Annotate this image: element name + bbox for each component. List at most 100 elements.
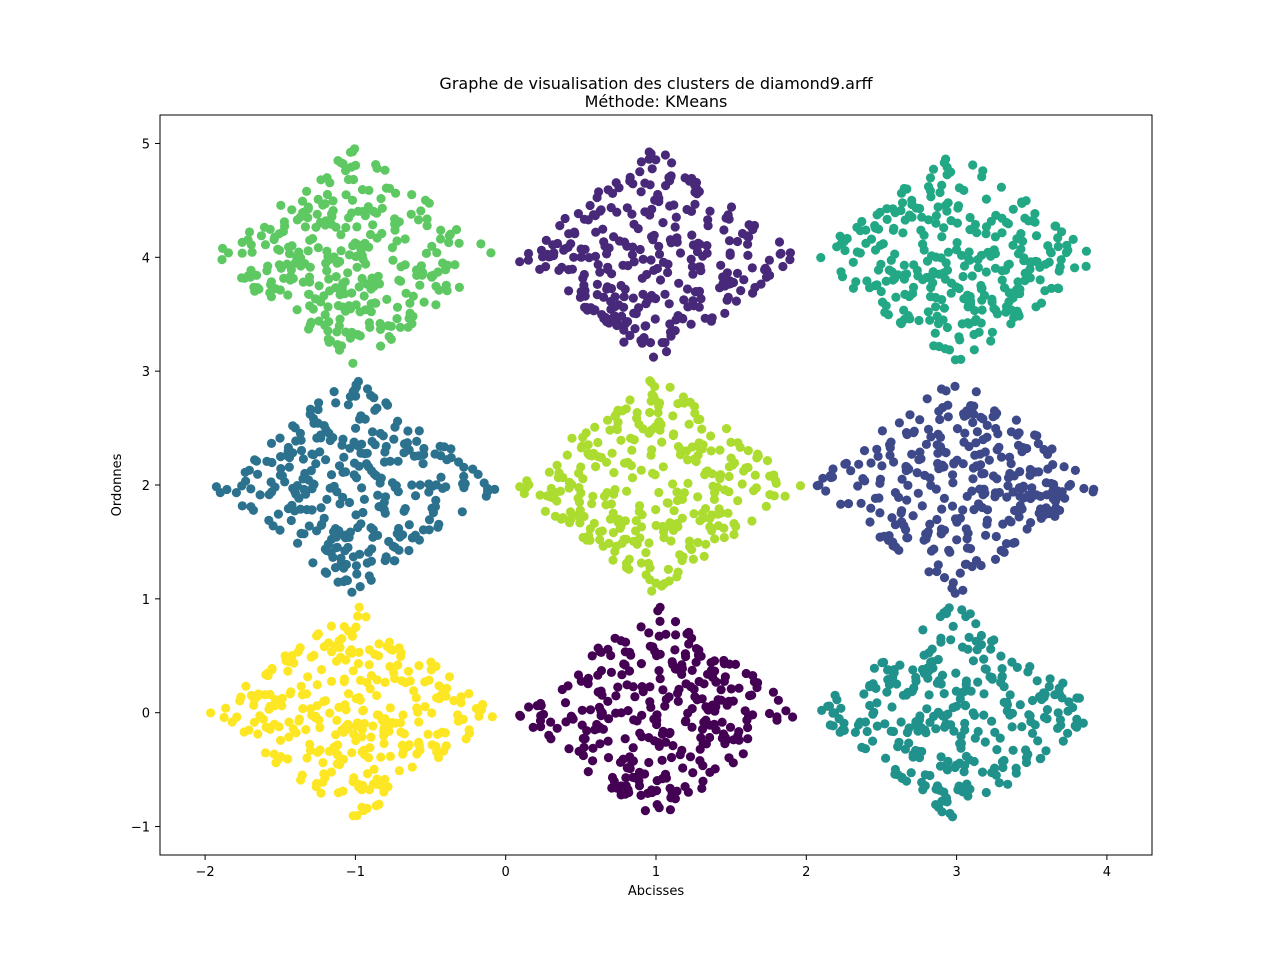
data-point (334, 461, 345, 471)
data-point (641, 570, 651, 580)
data-point (592, 279, 603, 289)
data-point (971, 636, 981, 646)
data-point (664, 299, 674, 309)
data-point (947, 501, 958, 511)
data-point (687, 633, 697, 643)
data-point (369, 764, 379, 775)
data-point (839, 725, 849, 736)
data-point (644, 147, 654, 157)
data-point (304, 272, 315, 282)
data-point (730, 659, 741, 670)
data-point (345, 527, 355, 537)
data-point (634, 303, 644, 313)
data-point (412, 703, 422, 713)
data-point (670, 617, 681, 627)
data-point (622, 763, 632, 773)
data-point (1043, 241, 1053, 251)
data-point (357, 439, 367, 449)
data-point (382, 641, 392, 652)
data-point (321, 258, 331, 268)
data-point (990, 492, 1000, 502)
data-point (976, 460, 986, 470)
data-point (306, 466, 316, 476)
data-point (614, 183, 624, 193)
cluster-3 (515, 147, 796, 362)
data-point (332, 258, 342, 268)
data-point (695, 744, 705, 754)
data-point (655, 275, 666, 285)
data-point (987, 636, 997, 646)
data-point (719, 676, 730, 687)
data-point (724, 462, 735, 472)
data-point (686, 206, 697, 216)
data-point (821, 486, 831, 496)
data-point (588, 743, 598, 753)
data-point (996, 182, 1007, 192)
data-point (970, 450, 980, 460)
x-tick-label: 0 (502, 865, 510, 880)
data-point (364, 318, 374, 328)
data-point (332, 715, 342, 726)
data-point (873, 451, 883, 461)
data-point (359, 719, 369, 729)
x-tick-label: −2 (196, 865, 215, 880)
data-point (922, 394, 932, 404)
data-point (328, 433, 338, 443)
data-point (955, 758, 965, 768)
data-point (835, 231, 845, 241)
data-point (1025, 470, 1035, 480)
data-point (1030, 209, 1040, 219)
data-point (997, 213, 1007, 223)
data-point (655, 602, 665, 613)
data-point (683, 455, 693, 465)
data-point (624, 554, 634, 564)
chart-subtitle: Méthode: KMeans (585, 92, 728, 111)
data-point (652, 715, 662, 725)
data-point (314, 715, 324, 725)
data-point (856, 498, 866, 508)
x-axis-label: Abcisses (628, 884, 684, 899)
data-point (857, 216, 867, 227)
data-point (441, 482, 451, 492)
data-point (932, 311, 942, 321)
data-point (677, 745, 687, 756)
data-point (635, 533, 645, 543)
data-point (1052, 486, 1063, 496)
data-point (769, 470, 779, 480)
data-point (564, 265, 574, 275)
data-point (876, 259, 886, 269)
data-point (963, 318, 973, 328)
data-point (243, 235, 253, 245)
data-point (372, 163, 382, 173)
data-point (1057, 693, 1067, 703)
data-point (338, 492, 348, 502)
data-point (652, 800, 662, 810)
data-point (688, 554, 699, 564)
data-point (596, 686, 606, 696)
data-point (362, 769, 373, 779)
data-point (617, 406, 627, 416)
data-point (648, 468, 658, 478)
data-point (336, 230, 346, 240)
data-point (606, 650, 616, 661)
data-point (875, 240, 886, 250)
data-point (953, 785, 963, 795)
data-point (606, 283, 617, 294)
data-point (312, 526, 322, 536)
data-point (625, 330, 635, 341)
data-point (310, 294, 321, 304)
data-point (617, 670, 627, 680)
data-point (671, 630, 681, 640)
data-point (560, 213, 570, 224)
data-point (931, 211, 942, 221)
data-point (353, 718, 363, 728)
data-point (362, 803, 372, 814)
data-point (318, 758, 328, 768)
data-point (206, 708, 216, 718)
y-axis-label: Ordonnes (110, 453, 125, 516)
data-point (662, 521, 673, 531)
data-point (743, 239, 753, 249)
data-point (568, 714, 578, 724)
data-point (739, 275, 749, 285)
data-point (372, 233, 382, 243)
